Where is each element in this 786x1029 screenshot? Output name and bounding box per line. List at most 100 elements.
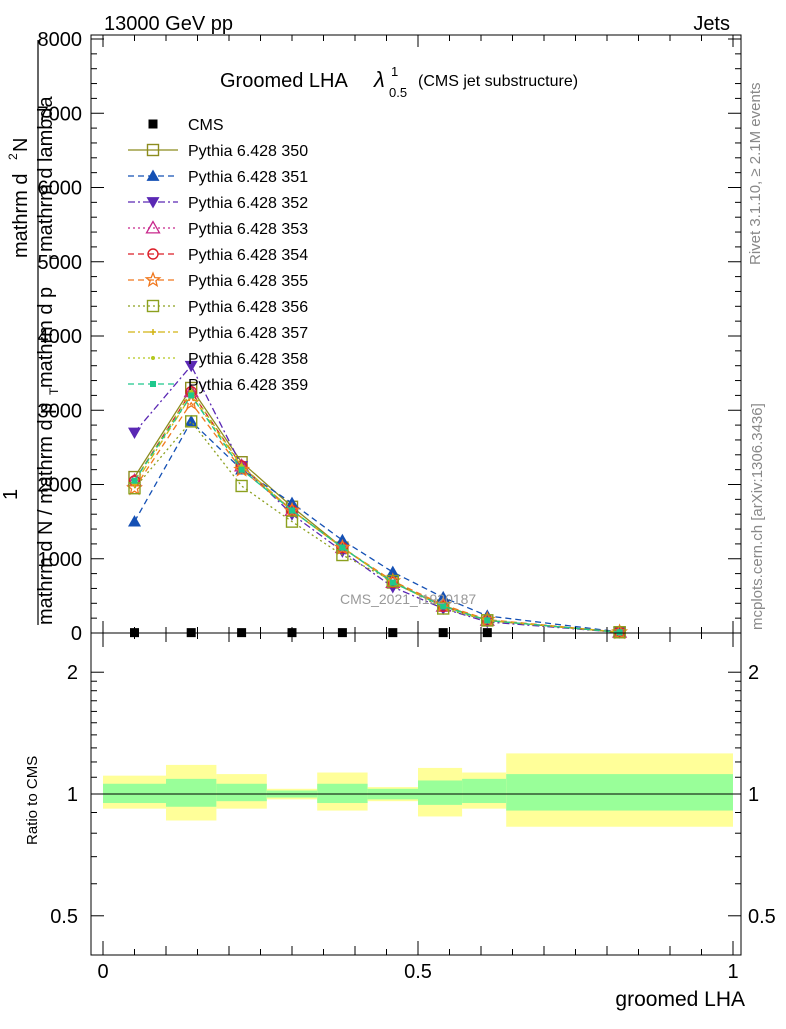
y-tick-label: 0 [71,623,82,645]
data-point [128,515,141,527]
data-point [184,415,198,428]
legend-marker [150,329,156,335]
ylabel-mid-sub: T [47,254,61,262]
data-point [389,579,396,586]
legend-entry: Pythia 6.428 357 [128,325,308,342]
legend-label: Pythia 6.428 351 [188,169,308,186]
data-point [616,629,623,636]
header-left: 13000 GeV pp [104,13,233,35]
ratio-y-ticks: 0.5 0.5 1 1 2 2 [50,662,776,928]
data-point [484,617,491,624]
ylabel-tail: mathrm d lambda [35,96,57,252]
x-axis-label: groomed LHA [615,988,745,1011]
y-tick-label: 4000 [38,326,83,348]
legend-marker [145,220,161,234]
ratio-x-ticks: 0 0.5 1 [97,633,739,983]
legend-entry: Pythia 6.428 350 [128,143,308,160]
data-point [184,414,198,427]
title-sub: 0.5 [389,85,407,100]
legend-entry: Pythia 6.428 352 [128,195,308,212]
legend-label: Pythia 6.428 352 [188,195,308,212]
data-point [285,515,299,528]
legend-label: Pythia 6.428 357 [188,325,308,342]
legend-label: Pythia 6.428 353 [188,221,308,238]
y-tick-label: 7000 [38,103,83,125]
series-line [133,394,620,633]
ratio-y-tick-label-right: 0.5 [748,906,776,928]
ratio-inner-band [103,783,166,804]
legend-marker [146,299,160,313]
legend-marker [146,143,160,157]
data-point [386,565,400,577]
title-main: Groomed LHA [220,70,348,92]
legend-marker [150,381,156,387]
ratio-y-tick-label: 2 [67,662,78,684]
ratio-inner-band [216,783,267,802]
ratio-y-label: Ratio to CMS [24,756,41,845]
watermark: CMS_2021_I1920187 [340,591,476,607]
main-y-ticks: 0 1000 2000 3000 4000 5000 6000 7000 8000 [38,29,741,645]
legend-marker [146,197,160,209]
legend-label: Pythia 6.428 356 [188,299,308,316]
header-right: Jets [693,13,730,35]
ylabel-den-sub: T [47,387,61,395]
legend-entry: Pythia 6.428 354 [128,247,308,264]
data-point [184,360,198,373]
y-tick-label: 2000 [38,475,83,497]
data-point [440,603,447,610]
legend: CMS Pythia 6.428 350 Pythia 6.428 351 Pythi… [128,117,308,394]
legend-entry: Pythia 6.428 355 [128,271,308,290]
rivet-label: Rivet 3.1.10, ≥ 2.1M events [747,83,764,266]
data-point [283,501,301,518]
title-sup: 1 [391,64,398,79]
series-line [134,420,620,633]
legend-marker [148,119,158,129]
legend-entry: Pythia 6.428 358 [128,351,308,368]
title-note: (CMS jet substructure) [418,73,578,90]
x-tick-label: 0.5 [404,961,432,983]
legend-label: Pythia 6.428 359 [188,377,308,394]
series-10 [131,392,623,636]
main-x-ticks [102,35,734,633]
ratio-y-tick-label-right: 2 [748,662,759,684]
ratio-y-tick-label: 1 [67,784,78,806]
legend-label: Pythia 6.428 355 [188,273,308,290]
x-tick-label: 0 [97,961,108,983]
y-tick-label: 5000 [38,252,83,274]
data-point [128,427,141,440]
ratio-inner-band [462,778,507,804]
main-data-layer [126,360,629,640]
ratio-panel: 0.5 0.5 1 1 2 2 0 0.5 1 [50,632,776,983]
legend-entry: Pythia 6.428 356 [128,299,308,316]
legend-entry: CMS [148,117,224,134]
legend-label: Pythia 6.428 350 [188,143,308,160]
data-point [289,507,295,514]
ratio-inner-band [166,778,217,807]
main-panel: 0 1000 2000 3000 4000 5000 6000 7000 8000 [38,29,742,645]
series-line [133,420,620,633]
x-tick-label: 1 [727,961,738,983]
data-point [386,574,399,588]
ratio-y-tick-label: 0.5 [50,906,78,928]
ratio-inner-band [418,780,463,805]
ylabel-mid: mathrm d p [35,287,57,388]
main-y-axis-label: mathrm d 2 N mathrm d N / mathrm d p T 1… [0,40,61,625]
legend-entry: Pythia 6.428 359 [128,377,308,394]
data-point [188,392,195,399]
legend-label: CMS [188,117,224,134]
ylabel-den-pre: mathrm d N / mathrm d p [35,403,57,625]
y-tick-label: 8000 [38,29,83,51]
legend-marker [146,169,160,181]
ylabel-num-sup: 2 [6,153,20,160]
mcplots-label: mcplots.cern.ch [arXiv:1306.3436] [749,403,766,630]
title-lambda: λ [373,67,385,92]
data-point [131,477,138,484]
ratio-inner-band [317,783,368,804]
legend-marker [144,271,162,288]
y-tick-label: 1000 [38,549,83,571]
y-tick-label: 6000 [38,178,83,200]
plot-title: Groomed LHA λ 1 0.5 (CMS jet substructur… [220,64,578,100]
series-line [133,394,620,633]
legend-label: Pythia 6.428 354 [188,247,308,264]
ratio-inner-band [506,774,733,811]
